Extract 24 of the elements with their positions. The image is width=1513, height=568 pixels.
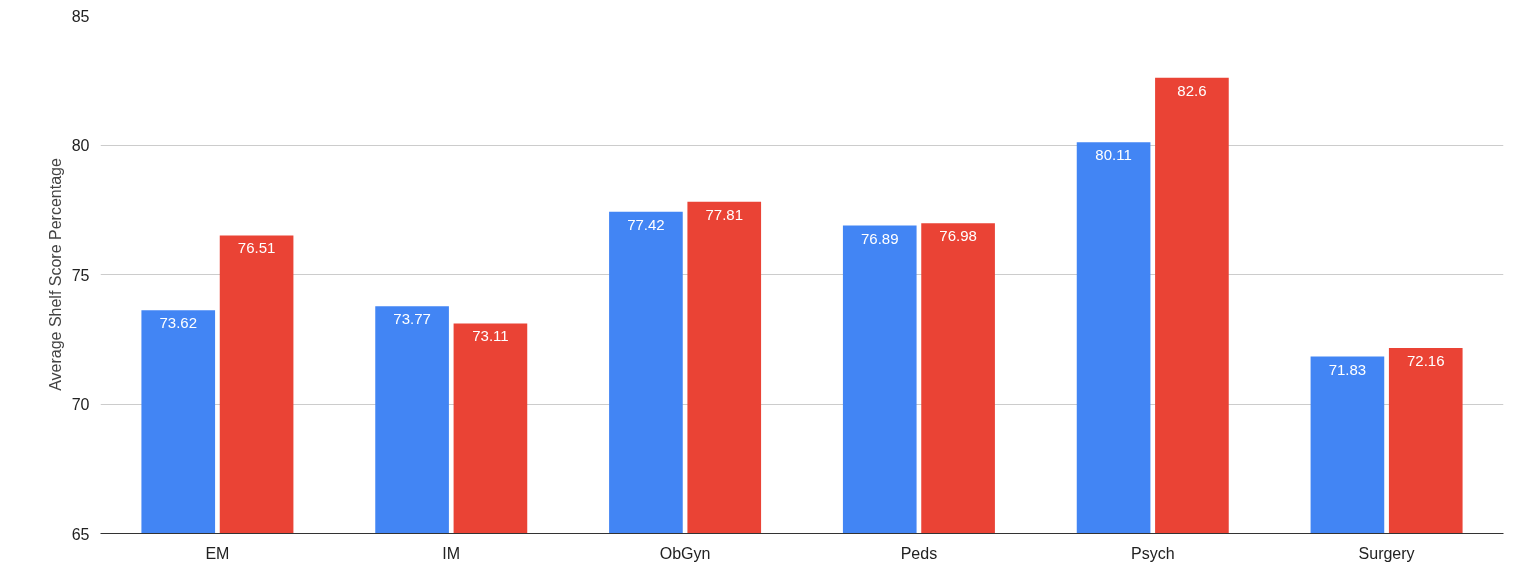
data-label: 73.77	[393, 310, 431, 328]
y-tick-label: 65	[71, 525, 90, 543]
data-label: 73.11	[472, 327, 509, 345]
data-label: 77.81	[705, 205, 744, 223]
data-label: 76.89	[860, 229, 899, 247]
data-label: 80.11	[1095, 146, 1132, 164]
data-label: 76.51	[237, 239, 276, 257]
x-tick-label: Peds	[900, 544, 938, 562]
data-label: 71.83	[1328, 360, 1367, 378]
y-tick-label: 75	[71, 266, 90, 284]
y-tick-label: 85	[71, 7, 90, 25]
data-label: 77.42	[627, 215, 665, 233]
x-tick-label: Surgery	[1358, 544, 1415, 562]
y-tick-label: 80	[71, 137, 90, 154]
x-tick-label: EM	[205, 544, 230, 562]
x-tick-label: IM	[442, 544, 461, 562]
data-label: 82.6	[1177, 81, 1207, 99]
y-tick-label: 70	[71, 396, 90, 413]
x-tick-label: ObGyn	[659, 544, 711, 562]
x-tick-label: Psych	[1130, 544, 1175, 562]
data-label: 73.62	[159, 314, 198, 332]
data-label: 76.98	[939, 227, 977, 245]
data-label: 72.16	[1406, 352, 1445, 370]
y-axis-title: Average Shelf Score Percentage	[46, 158, 64, 391]
